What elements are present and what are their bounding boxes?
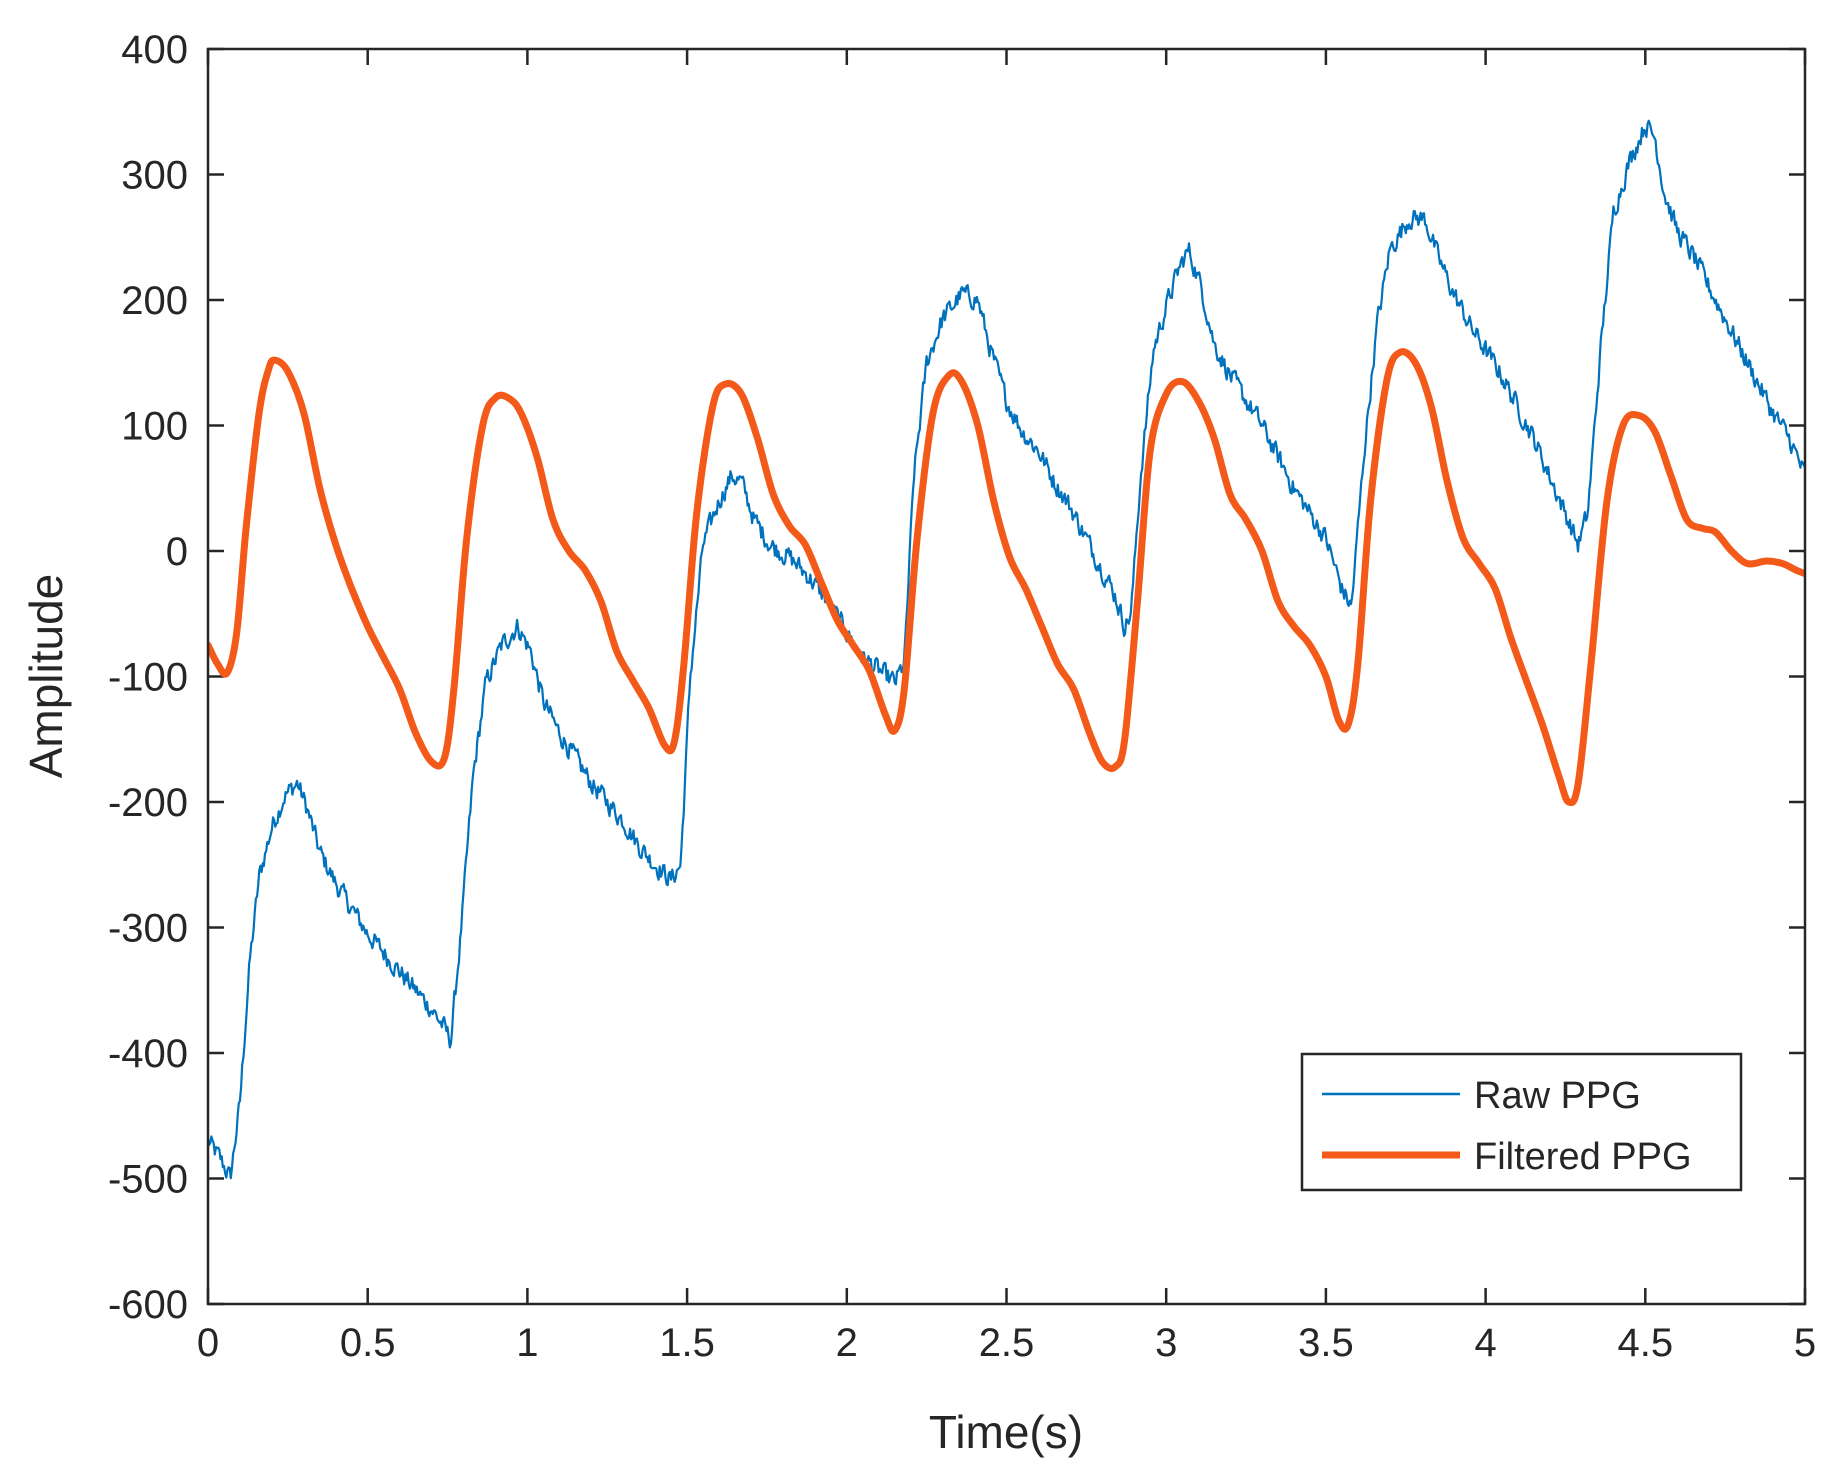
x-tick-label: 3: [1155, 1321, 1177, 1365]
x-tick-label: 2.5: [979, 1321, 1035, 1365]
y-axis-label: Amplitude: [20, 574, 72, 779]
y-tick-label: -400: [108, 1032, 188, 1076]
y-tick-label: -100: [108, 656, 188, 700]
x-tick-label: 4: [1474, 1321, 1496, 1365]
x-axis-label: Time(s): [929, 1406, 1083, 1458]
x-tick-label: 3.5: [1298, 1321, 1354, 1365]
y-tick-label: 100: [121, 405, 188, 449]
x-tick-label: 0: [197, 1321, 219, 1365]
x-tick-label: 2: [836, 1321, 858, 1365]
x-tick-label: 0.5: [340, 1321, 396, 1365]
y-tick-label: -500: [108, 1158, 188, 1202]
y-tick-label: 400: [121, 28, 188, 72]
y-tick-label: -300: [108, 907, 188, 951]
legend-label-filtered-ppg: Filtered PPG: [1474, 1136, 1692, 1178]
axes-box: [206, 47, 1807, 1306]
y-tick-labels: -600 -500 -400 -300 -200 -100 0 100 200 300 400: [108, 28, 188, 1327]
x-tick-label: 5: [1794, 1321, 1816, 1365]
legend: Raw PPG Filtered PPG: [1300, 1052, 1743, 1192]
x-tick-label: 1: [516, 1321, 538, 1365]
y-tick-label: -600: [108, 1283, 188, 1327]
x-tick-label: 1.5: [659, 1321, 715, 1365]
legend-label-raw-ppg: Raw PPG: [1474, 1075, 1641, 1117]
y-tick-label: -200: [108, 781, 188, 825]
legend-box: [1300, 1052, 1743, 1192]
series-layer: [208, 119, 1805, 1180]
series-line-raw-ppg: [208, 119, 1805, 1180]
ticks-layer: [206, 47, 1807, 1306]
x-tick-label: 4.5: [1617, 1321, 1673, 1365]
x-tick-labels: 0 0.5 1 1.5 2 2.5 3 3.5 4 4.5 5: [197, 1321, 1816, 1365]
y-tick-label: 200: [121, 279, 188, 323]
y-tick-label: 0: [166, 530, 188, 574]
series-line-filtered-ppg: [208, 348, 1805, 807]
y-tick-label: 300: [121, 154, 188, 198]
